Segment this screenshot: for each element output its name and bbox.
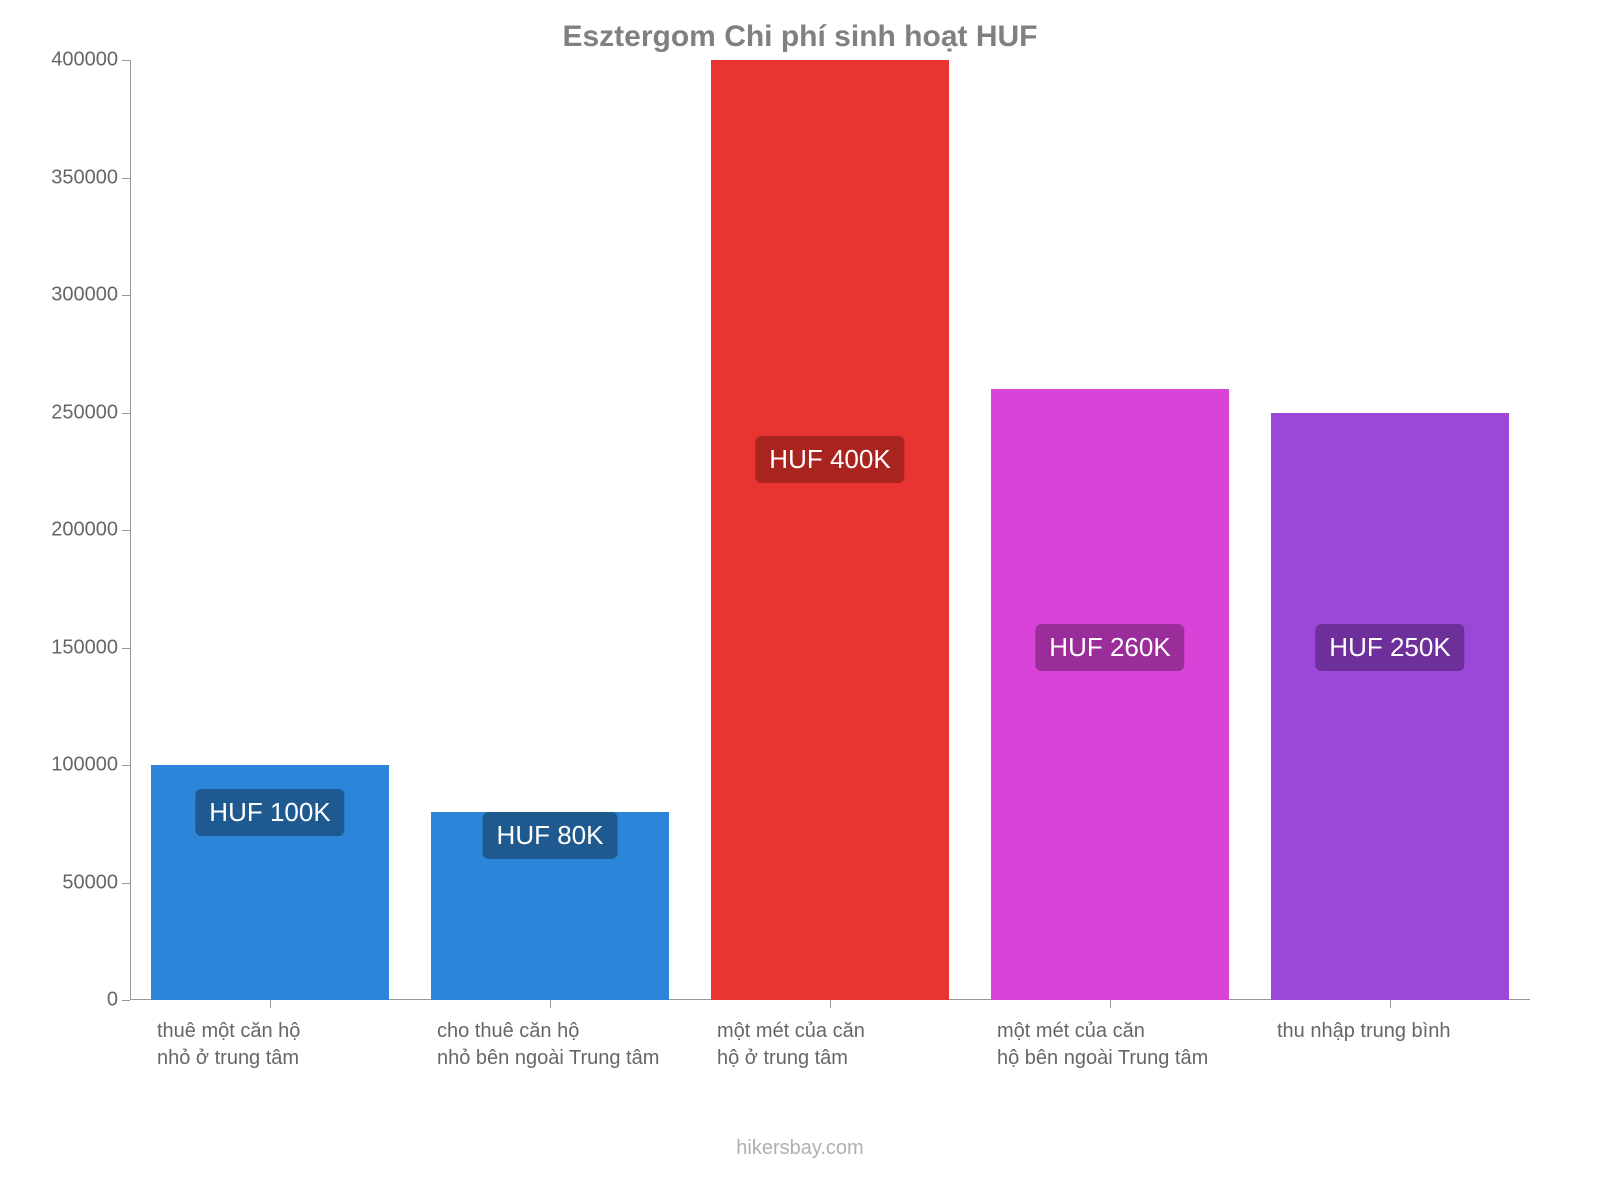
y-tick — [122, 1000, 130, 1001]
x-tick — [550, 1000, 551, 1008]
x-tick-label: một mét của cănhộ bên ngoài Trung tâm — [997, 1018, 1275, 1072]
bars-region: HUF 100K HUF 80K HUF 400K HUF 260K HUF 250K — [130, 60, 1530, 1000]
x-label-line1: thuê một căn hộ — [157, 1018, 435, 1045]
y-tick-label: 300000 — [51, 284, 118, 307]
x-label-line1: cho thuê căn hộ — [437, 1018, 715, 1045]
y-tick — [122, 765, 130, 766]
x-label-line2: nhỏ bên ngoài Trung tâm — [437, 1045, 715, 1072]
bar-value-badge: HUF 260K — [1035, 624, 1184, 671]
y-tick-label: 400000 — [51, 49, 118, 72]
x-label-line1: một mét của căn — [997, 1018, 1275, 1045]
x-tick-label: thuê một căn hộnhỏ ở trung tâm — [157, 1018, 435, 1072]
bar-value-badge: HUF 100K — [195, 789, 344, 836]
y-tick — [122, 413, 130, 414]
bar-slot: HUF 250K — [1250, 60, 1530, 1000]
y-tick — [122, 295, 130, 296]
bar-value-badge: HUF 250K — [1315, 624, 1464, 671]
bar-slot: HUF 100K — [130, 60, 410, 1000]
x-tick-label: một mét của cănhộ ở trung tâm — [717, 1018, 995, 1072]
y-tick-label: 0 — [107, 989, 118, 1012]
y-tick-label: 250000 — [51, 401, 118, 424]
y-tick — [122, 530, 130, 531]
y-tick-label: 50000 — [62, 871, 118, 894]
bar-slot: HUF 260K — [970, 60, 1250, 1000]
chart-container: Esztergom Chi phí sinh hoạt HUF HUF 100K… — [0, 0, 1600, 1200]
x-tick — [270, 1000, 271, 1008]
bar — [1271, 413, 1509, 1001]
bar-slot: HUF 80K — [410, 60, 690, 1000]
y-tick-label: 150000 — [51, 636, 118, 659]
bar-value-badge: HUF 80K — [483, 812, 618, 859]
y-tick — [122, 60, 130, 61]
y-tick-label: 350000 — [51, 166, 118, 189]
x-tick-label: cho thuê căn hộnhỏ bên ngoài Trung tâm — [437, 1018, 715, 1072]
y-tick-label: 200000 — [51, 519, 118, 542]
bar-value-badge: HUF 400K — [755, 436, 904, 483]
x-tick-label: thu nhập trung bình — [1277, 1018, 1555, 1045]
bar-slot: HUF 400K — [690, 60, 970, 1000]
x-tick — [830, 1000, 831, 1008]
attribution-text: hikersbay.com — [0, 1137, 1600, 1160]
y-tick — [122, 648, 130, 649]
x-label-line2: hộ ở trung tâm — [717, 1045, 995, 1072]
x-tick — [1110, 1000, 1111, 1008]
y-tick-label: 100000 — [51, 754, 118, 777]
x-label-line2: nhỏ ở trung tâm — [157, 1045, 435, 1072]
bar — [991, 389, 1229, 1000]
x-label-line1: thu nhập trung bình — [1277, 1018, 1555, 1045]
chart-title: Esztergom Chi phí sinh hoạt HUF — [0, 20, 1600, 54]
bar — [711, 60, 949, 1000]
plot-area: HUF 100KHUF 80KHUF 400KHUF 260KHUF 250K … — [130, 60, 1530, 1000]
y-tick — [122, 178, 130, 179]
x-label-line1: một mét của căn — [717, 1018, 995, 1045]
x-tick — [1390, 1000, 1391, 1008]
x-label-line2: hộ bên ngoài Trung tâm — [997, 1045, 1275, 1072]
y-tick — [122, 883, 130, 884]
